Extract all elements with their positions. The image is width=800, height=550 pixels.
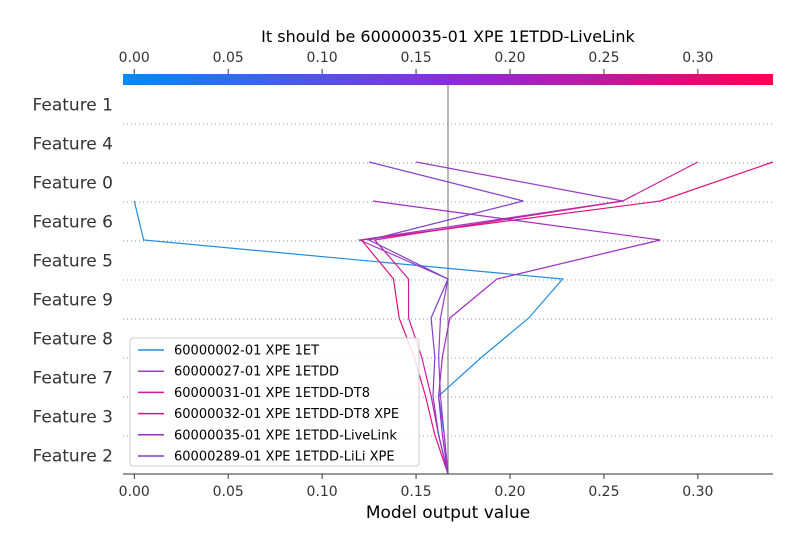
- feature-label: Feature 7: [33, 369, 113, 389]
- bottom-tick-label: 0.00: [119, 484, 150, 500]
- legend-box: [129, 337, 420, 467]
- bottom-tick-label: 0.25: [588, 484, 619, 500]
- feature-label: Feature 2: [33, 447, 113, 467]
- top-tick-label: 0.25: [588, 50, 619, 66]
- series-line-5: [367, 161, 524, 475]
- top-axis: 0.00 0.05 0.10 0.15 0.20 0.25 0.30: [119, 50, 713, 74]
- legend-entry: 60000031-01 XPE 1ETDD-DT8: [174, 386, 370, 401]
- bottom-tick-label: 0.10: [307, 484, 338, 500]
- top-tick-label: 0.20: [494, 50, 525, 66]
- top-tick-label: 0.10: [307, 50, 338, 66]
- legend-entry: 60000027-01 XPE 1ETDD: [174, 365, 339, 380]
- legend-entry: 60000289-01 XPE 1ETDD-LiLi XPE: [174, 450, 395, 465]
- feature-label: Feature 5: [33, 252, 113, 272]
- feature-labels: Feature 1 Feature 4 Feature 0 Feature 6 Feat…: [33, 96, 113, 467]
- series-line-4: [372, 200, 661, 475]
- series-line-2: [373, 161, 699, 475]
- top-tick-label: 0.00: [119, 50, 150, 66]
- bottom-tick-label: 0.20: [494, 484, 525, 500]
- feature-label: Feature 1: [33, 96, 113, 116]
- series-line-1: [357, 161, 623, 475]
- feature-label: Feature 0: [33, 174, 113, 194]
- x-axis-label: Model output value: [366, 503, 530, 523]
- legend: 60000002-01 XPE 1ET 60000027-01 XPE 1ETDD…: [129, 337, 420, 467]
- feature-label: Feature 4: [33, 135, 113, 155]
- colorbar: [123, 74, 773, 85]
- feature-label: Feature 8: [33, 330, 113, 350]
- bottom-tick-label: 0.15: [400, 484, 431, 500]
- legend-entry: 60000035-01 XPE 1ETDD-LiveLink: [174, 428, 397, 443]
- feature-label: Feature 9: [33, 291, 113, 311]
- legend-entry: 60000002-01 XPE 1ET: [174, 344, 319, 359]
- series-line-3: [360, 161, 774, 475]
- bottom-tick-label: 0.05: [213, 484, 244, 500]
- feature-label: Feature 3: [33, 408, 113, 428]
- top-tick-label: 0.15: [400, 50, 431, 66]
- top-tick-label: 0.05: [213, 50, 244, 66]
- bottom-tick-label: 0.30: [682, 484, 713, 500]
- chart-title: It should be 60000035-01 XPE 1ETDD-LiveL…: [261, 27, 635, 46]
- series-lines: [133, 161, 774, 475]
- feature-label: Feature 6: [33, 213, 113, 233]
- top-tick-label: 0.30: [682, 50, 713, 66]
- legend-entry: 60000032-01 XPE 1ETDD-DT8 XPE: [174, 407, 399, 422]
- bottom-axis: 0.00 0.05 0.10 0.15 0.20 0.25 0.30: [119, 474, 713, 500]
